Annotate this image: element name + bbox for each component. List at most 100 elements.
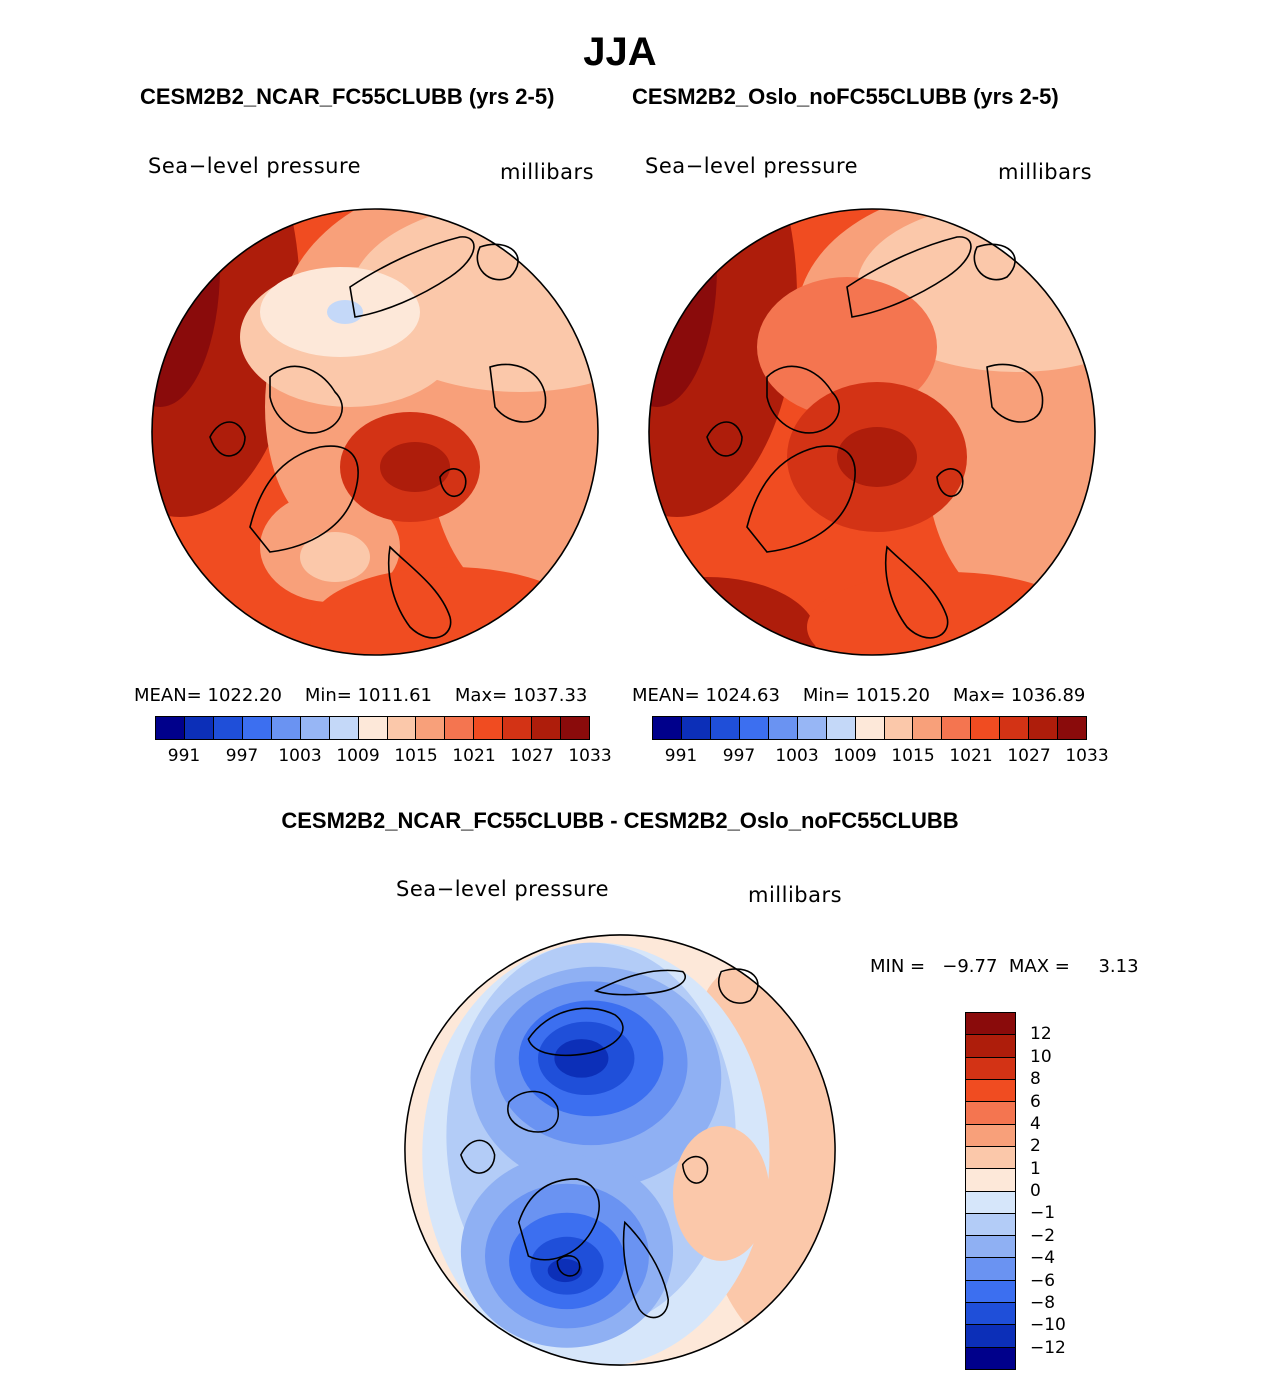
colorbar-1-swatch — [532, 717, 562, 739]
colorbar-diff-swatch — [966, 1035, 1015, 1058]
colorbar-1 — [155, 716, 590, 740]
panel-2-min: Min= 1015.20 — [802, 685, 930, 706]
colorbar-1-tick-label: 991 — [167, 746, 201, 766]
panel-1-title: CESM2B2_NCAR_FC55CLUBB (yrs 2-5) — [140, 84, 555, 109]
colorbar-diff-tick-label: −1 — [1030, 1203, 1056, 1224]
colorbar-1-swatch — [213, 717, 243, 739]
colorbar-2-tick-label: 1027 — [1007, 746, 1051, 766]
colorbar-diff-tick-label: 10 — [1030, 1046, 1052, 1067]
colorbar-2-tick-label: 1033 — [1065, 746, 1109, 766]
colorbar-1-swatch — [329, 717, 359, 739]
colorbar-diff-tick-label: −12 — [1030, 1337, 1066, 1358]
colorbar-1-swatch — [445, 717, 475, 739]
colorbar-diff-tick-label: 0 — [1030, 1181, 1041, 1201]
colorbar-diff-tick-label: 6 — [1030, 1091, 1041, 1112]
colorbar-1-tick-label: 1021 — [452, 746, 496, 766]
colorbar-1-swatch — [156, 717, 185, 739]
colorbar-1-tick-label: 997 — [225, 746, 259, 766]
colorbar-diff-tick-label: 12 — [1030, 1024, 1052, 1045]
colorbar-2-swatch — [653, 717, 682, 739]
colorbar-diff-swatch — [966, 1258, 1015, 1281]
colorbar-2-swatch — [710, 717, 740, 739]
colorbar-diff-swatch — [966, 1102, 1015, 1125]
colorbar-2-tick-label: 1021 — [949, 746, 993, 766]
panel-2-mean: MEAN= 1024.63 — [632, 685, 780, 706]
colorbar-diff-swatch — [966, 1303, 1015, 1326]
colorbar-1-tick-label: 1003 — [278, 746, 322, 766]
colorbar-1-tick-label: 1027 — [510, 746, 554, 766]
colorbar-1-swatch — [561, 717, 590, 739]
colorbar-diff-tick-label: 8 — [1030, 1069, 1041, 1090]
map-diff — [404, 934, 836, 1366]
colorbar-2-swatch — [913, 717, 943, 739]
colorbar-diff-swatch — [966, 1079, 1015, 1103]
colorbar-2-swatch — [1029, 717, 1059, 739]
panel-1-units: millibars — [500, 160, 595, 184]
colorbar-1-swatch — [474, 717, 504, 739]
diff-units: millibars — [748, 883, 843, 907]
colorbar-1-swatch — [184, 717, 214, 739]
colorbar-diff-tick-label: −10 — [1030, 1315, 1066, 1336]
colorbar-2-swatch — [971, 717, 1001, 739]
panel-1-min: Min= 1011.61 — [304, 685, 432, 706]
colorbar-2-swatch — [942, 717, 972, 739]
panel-2-units: millibars — [998, 160, 1093, 184]
map-2 — [648, 208, 1096, 656]
colorbar-diff-tick-label: −8 — [1030, 1292, 1056, 1313]
map-diff-coastlines — [460, 968, 759, 1319]
colorbar-1-tick-label: 1015 — [394, 746, 438, 766]
colorbar-diff-tick-label: 4 — [1030, 1113, 1041, 1134]
colorbar-diff-tick-label: 1 — [1030, 1158, 1041, 1179]
colorbar-diff-swatch — [966, 1146, 1015, 1170]
colorbar-diff-ticks: 12 10 8 6 4 2 1 0 −1 −2 −4 −6 −8 −10 −12 — [1030, 1012, 1090, 1370]
colorbar-diff-swatch — [966, 1213, 1015, 1237]
colorbar-diff-swatch — [966, 1124, 1015, 1147]
panel-2-stats: MEAN= 1024.63 Min= 1015.20 Max= 1036.89 — [632, 685, 1085, 706]
panel-1-max: Max= 1037.33 — [454, 685, 588, 706]
colorbar-1-swatch — [242, 717, 272, 739]
colorbar-2-swatch — [1058, 717, 1087, 739]
panel-1-mean: MEAN= 1022.20 — [134, 685, 282, 706]
colorbar-diff-swatch — [966, 1057, 1015, 1080]
colorbar-2-swatch — [826, 717, 856, 739]
colorbar-diff-swatch — [966, 1347, 1015, 1369]
panel-1-variable: Sea−level pressure — [148, 154, 362, 178]
colorbar-2-tick-label: 1003 — [775, 746, 819, 766]
colorbar-diff-tick-label: −4 — [1030, 1248, 1056, 1269]
difference-title: CESM2B2_NCAR_FC55CLUBB - CESM2B2_Oslo_no… — [281, 808, 959, 833]
colorbar-diff — [965, 1012, 1016, 1370]
colorbar-diff-swatch — [966, 1191, 1015, 1214]
colorbar-2-tick-label: 1009 — [833, 746, 877, 766]
colorbar-2-swatch — [768, 717, 798, 739]
colorbar-1-tick-label: 1033 — [568, 746, 612, 766]
colorbar-2-swatch — [681, 717, 711, 739]
colorbar-1-swatch — [503, 717, 533, 739]
colorbar-1-tick-label: 1009 — [336, 746, 380, 766]
colorbar-1-swatch — [358, 717, 388, 739]
colorbar-diff-tick-label: −6 — [1030, 1270, 1056, 1291]
panel-2-max: Max= 1036.89 — [952, 685, 1086, 706]
colorbar-1-swatch — [271, 717, 301, 739]
colorbar-diff-swatch — [966, 1169, 1015, 1192]
colorbar-diff-swatch — [966, 1236, 1015, 1259]
map-2-coastlines — [706, 236, 1044, 639]
colorbar-diff-swatch — [966, 1325, 1015, 1348]
colorbar-2-swatch — [797, 717, 827, 739]
map-1-coastlines — [209, 236, 547, 639]
colorbar-1-ticks: 991 997 1003 1009 1015 1021 1027 1033 — [155, 746, 612, 768]
colorbar-2-swatch — [739, 717, 769, 739]
colorbar-1-swatch — [387, 717, 417, 739]
colorbar-2-tick-label: 1015 — [891, 746, 935, 766]
colorbar-2-swatch — [855, 717, 885, 739]
panel-1-stats: MEAN= 1022.20 Min= 1011.61 Max= 1037.33 — [134, 685, 587, 706]
diff-variable: Sea−level pressure — [396, 877, 610, 901]
colorbar-2-swatch — [884, 717, 914, 739]
colorbar-2-ticks: 991 997 1003 1009 1015 1021 1027 1033 — [652, 746, 1109, 768]
diff-minmax: MIN = −9.77 MAX = 3.13 — [870, 956, 1139, 977]
panel-2-title: CESM2B2_Oslo_noFC55CLUBB (yrs 2-5) — [632, 84, 1059, 109]
colorbar-1-swatch — [416, 717, 446, 739]
colorbar-diff-tick-label: 2 — [1030, 1136, 1041, 1157]
colorbar-2-swatch — [1000, 717, 1030, 739]
colorbar-2-tick-label: 991 — [664, 746, 698, 766]
colorbar-1-swatch — [300, 717, 330, 739]
